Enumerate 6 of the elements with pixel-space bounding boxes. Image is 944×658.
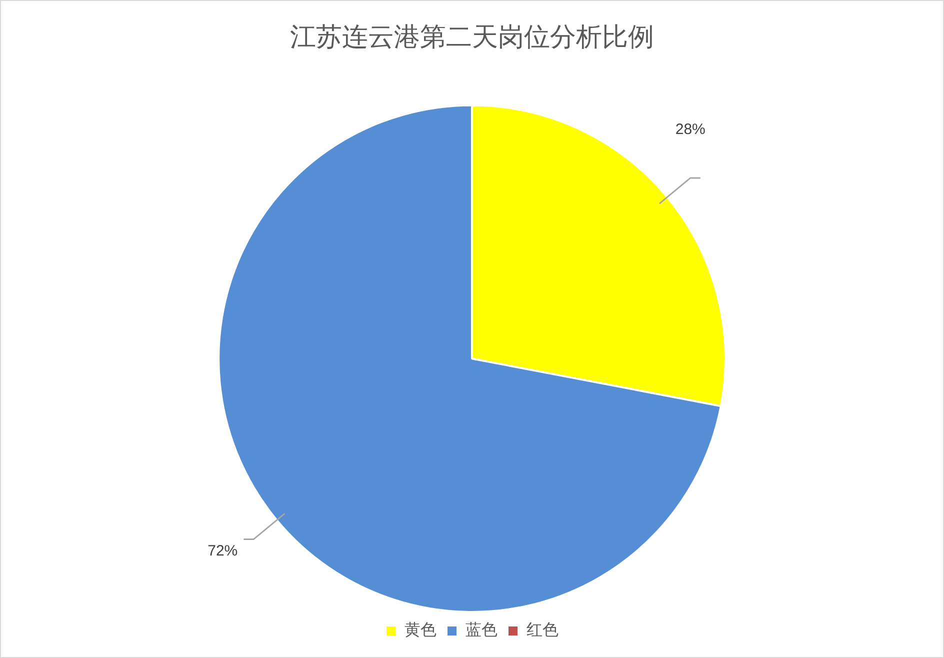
- data-label: 28%: [675, 121, 706, 138]
- legend-label: 黄色: [404, 620, 436, 640]
- legend-label: 红色: [526, 620, 558, 640]
- data-label: 72%: [208, 542, 238, 560]
- legend-label: 蓝色: [466, 620, 498, 640]
- chart-title: 江苏连云港第二天岗位分析比例: [290, 22, 654, 52]
